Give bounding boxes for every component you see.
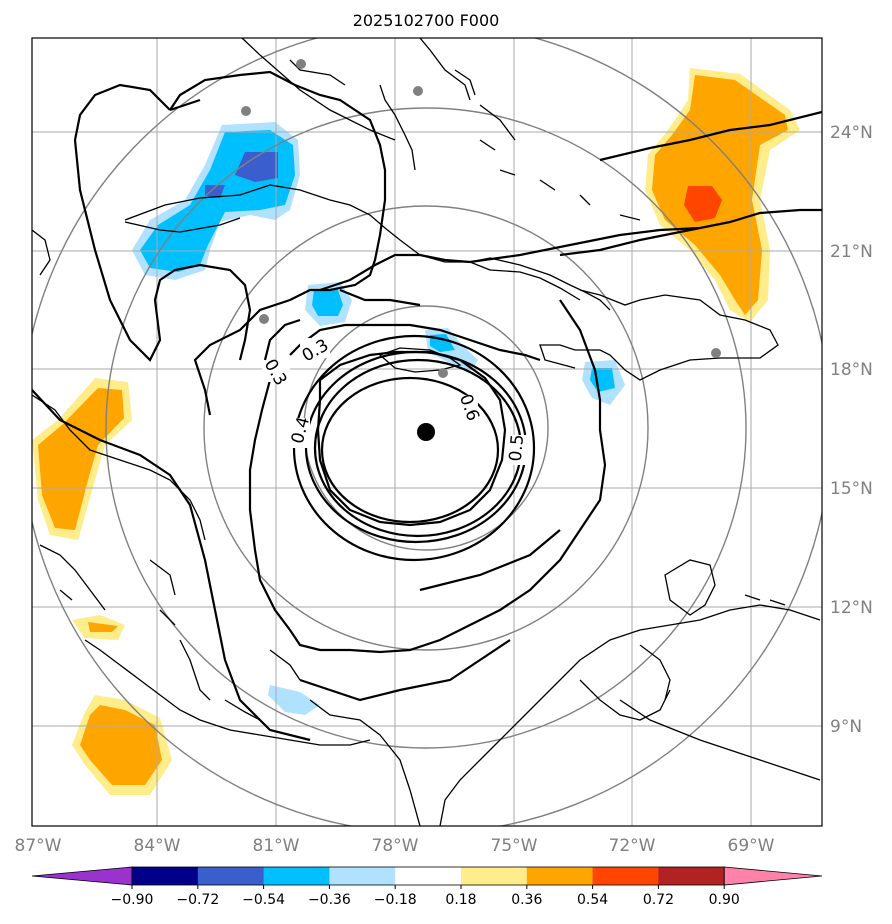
colorbar-tick-label: 0.90: [709, 892, 740, 908]
lon-label: 81°W: [253, 836, 300, 856]
lon-label: 84°W: [134, 836, 181, 856]
lon-label: 69°W: [728, 836, 775, 856]
station-marker: [259, 314, 269, 324]
colorbar-tick-label: −0.90: [111, 892, 154, 908]
colorbar-tick-label: −0.54: [242, 892, 285, 908]
colorbar-segment: [197, 867, 265, 885]
lat-lon-grid: [32, 38, 822, 826]
shaded-field: [32, 68, 800, 795]
station-marker: [296, 59, 306, 69]
station-marker: [711, 348, 721, 358]
lat-label: 21°N: [830, 242, 873, 262]
lon-label: 72°W: [609, 836, 656, 856]
colorbar-extend-low: [31, 866, 133, 886]
colorbar-segment: [526, 867, 594, 885]
station-marker: [438, 368, 448, 378]
colorbar-segment: [263, 867, 330, 885]
colorbar-tick-label: 0.54: [577, 892, 608, 908]
figure-title: 2025102700 F000: [353, 11, 500, 30]
map-frame: [31, 37, 823, 827]
range-rings: [32, 38, 822, 826]
colorbar-segment: [132, 867, 199, 885]
lon-label: 78°W: [372, 836, 419, 856]
lon-labels: 87°W 84°W 81°W 78°W 75°W 72°W 69°W: [15, 836, 775, 856]
station-marker: [413, 86, 423, 96]
lon-label: 87°W: [15, 836, 62, 856]
lat-label: 24°N: [830, 123, 873, 143]
lat-label: 15°N: [830, 479, 873, 499]
colorbar-tick-label: 0.36: [511, 892, 542, 908]
lat-label: 18°N: [830, 360, 873, 380]
colorbar-tick-label: 0.72: [643, 892, 674, 908]
lat-label: 12°N: [830, 598, 873, 618]
coastlines: [32, 38, 821, 826]
colorbar-segment: [395, 867, 462, 885]
lat-labels: 24°N 21°N 18°N 15°N 12°N 9°N: [830, 123, 873, 737]
contour-label: 0.5: [506, 434, 528, 463]
colorbar-tick-label: −0.36: [308, 892, 351, 908]
colorbar-tick-label: −0.72: [176, 892, 219, 908]
colorbar-segment: [658, 867, 725, 885]
lon-label: 75°W: [491, 836, 538, 856]
colorbar-extend-high: [723, 866, 823, 886]
colorbar-segment: [592, 867, 659, 885]
colorbar-segment: [461, 867, 528, 885]
station-markers: [241, 59, 721, 378]
colorbar-segment: [329, 867, 396, 885]
contours: [32, 70, 822, 742]
colorbar-tick-label: 0.18: [445, 892, 476, 908]
station-marker: [241, 106, 251, 116]
colorbar: −0.90 −0.72 −0.54 −0.36 −0.18 0.18 0.36 0.54 0.7…: [31, 866, 823, 908]
storm-center-marker: [417, 423, 435, 441]
map-area: 0.3 0.3 0.4 0.6 0.5: [32, 38, 822, 826]
colorbar-outline: [131, 866, 725, 886]
lat-label: 9°N: [830, 717, 862, 737]
colorbar-tick-label: −0.18: [374, 892, 417, 908]
